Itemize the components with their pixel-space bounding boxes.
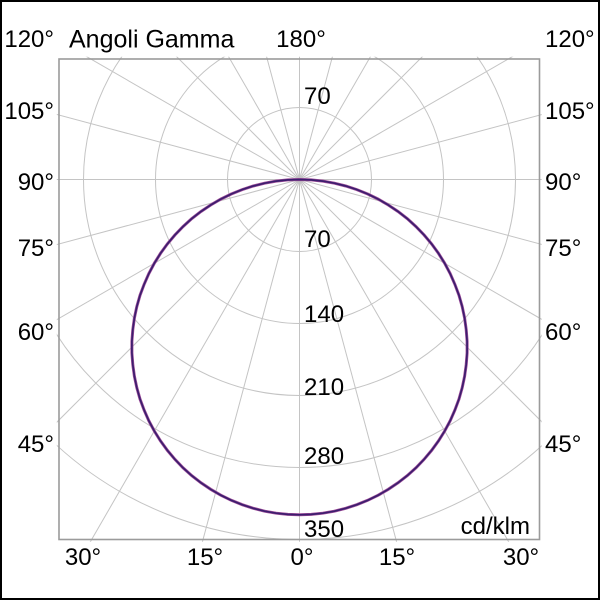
angle-label-left-60: 60° xyxy=(17,319,54,346)
page-title: Angoli Gamma xyxy=(69,25,235,54)
ring-label-70: 70 xyxy=(304,226,331,253)
angle-label-right-105: 105° xyxy=(545,98,595,125)
ring-label-280: 280 xyxy=(304,443,345,470)
angle-label-right-60: 60° xyxy=(545,319,582,346)
unit-label: cd/klm xyxy=(460,513,530,540)
angle-label-bottom-15r: 15° xyxy=(378,544,416,571)
ring-label-210: 210 xyxy=(304,374,345,401)
angle-label-left-90: 90° xyxy=(17,169,54,196)
angle-label-right-45: 45° xyxy=(545,431,582,458)
angle-label-180: 180° xyxy=(276,26,326,53)
angle-label-bottom-15l: 15° xyxy=(186,544,224,571)
angle-label-left-75: 75° xyxy=(17,235,54,262)
angle-label-bottom-30l: 30° xyxy=(64,544,102,571)
ring-label-70-upper: 70 xyxy=(304,83,331,110)
angle-label-right-90: 90° xyxy=(545,169,582,196)
intensity-curve xyxy=(130,178,469,517)
angle-label-bottom-30r: 30° xyxy=(502,544,540,571)
plot-border xyxy=(58,58,541,541)
angle-label-left-45: 45° xyxy=(17,431,54,458)
angle-label-right-75: 75° xyxy=(545,235,582,262)
ring-label-140: 140 xyxy=(304,301,345,328)
angle-label-bottom-0: 0° xyxy=(290,544,314,571)
ring-label-350: 350 xyxy=(304,516,345,543)
angle-label-left-105: 105° xyxy=(4,98,54,125)
angle-label-right-120: 120° xyxy=(545,26,595,53)
angle-label-left-120: 120° xyxy=(4,26,54,53)
